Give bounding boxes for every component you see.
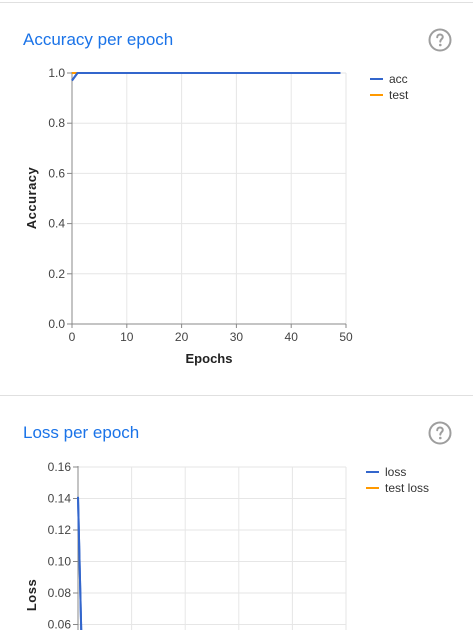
loss-chart: 0.06 0.08 0.10 0.12 0.14 0.16 Loss loss test los… xyxy=(0,450,473,630)
top-divider xyxy=(0,2,473,3)
legend-label: test xyxy=(389,88,409,102)
y-tick-label: 0.8 xyxy=(48,116,65,130)
help-circle-icon[interactable] xyxy=(428,28,452,52)
accuracy-chart: 0.0 0.2 0.4 0.6 0.8 1.0 0 10 20 30 40 50 Epochs Accur… xyxy=(0,56,473,376)
y-tick-label: 0.10 xyxy=(48,555,72,569)
x-tick-label: 20 xyxy=(175,330,189,344)
loss-card-title: Loss per epoch xyxy=(23,423,139,443)
y-tick-label: 0.4 xyxy=(48,217,65,231)
x-tick-label: 40 xyxy=(285,330,299,344)
y-tick-label: 0.2 xyxy=(48,267,65,281)
y-tick-label: 0.16 xyxy=(48,460,72,474)
legend-label: test loss xyxy=(385,481,429,495)
y-tick-label: 0.12 xyxy=(48,523,72,537)
legend-label: loss xyxy=(385,465,406,479)
y-tick-label: 0.6 xyxy=(48,166,65,180)
series-line-segment xyxy=(78,497,83,630)
y-axis-label: Loss xyxy=(24,579,39,611)
section-divider xyxy=(0,395,473,396)
x-axis-label: Epochs xyxy=(186,351,233,366)
legend-label: acc xyxy=(389,72,408,86)
x-tick-label: 10 xyxy=(120,330,134,344)
y-tick-label: 0.14 xyxy=(48,492,72,506)
y-axis-label: Accuracy xyxy=(24,166,39,229)
accuracy-card-title: Accuracy per epoch xyxy=(23,30,173,50)
series-line-segment xyxy=(72,73,77,81)
y-tick-label: 0.06 xyxy=(48,618,72,630)
series-line-acc xyxy=(72,73,341,81)
x-tick-label: 30 xyxy=(230,330,244,344)
y-tick-label: 1.0 xyxy=(48,66,65,80)
y-tick-label: 0.08 xyxy=(48,586,72,600)
x-tick-label: 0 xyxy=(69,330,76,344)
help-circle-icon[interactable] xyxy=(428,421,452,445)
x-tick-label: 50 xyxy=(339,330,353,344)
y-tick-label: 0.0 xyxy=(48,317,65,331)
